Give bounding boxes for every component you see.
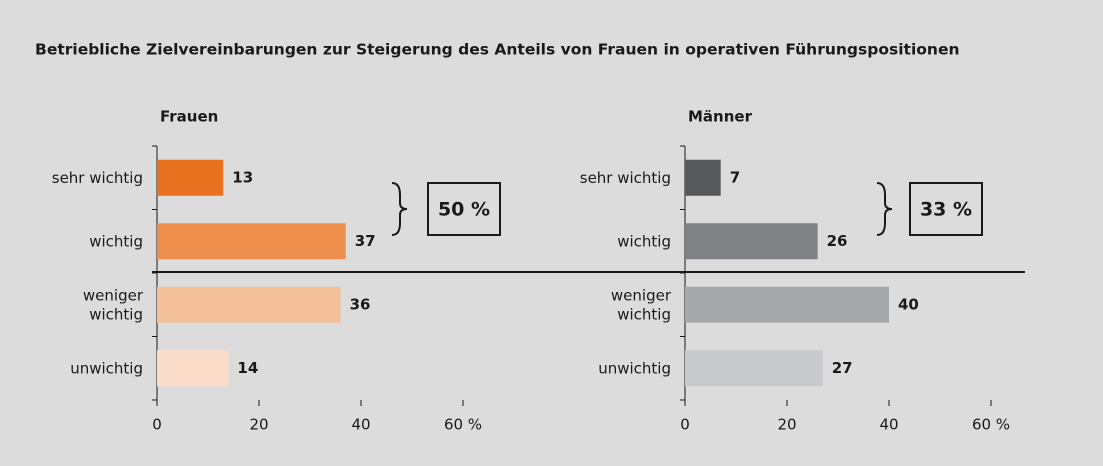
brace — [391, 182, 408, 236]
x-tick-label: 0 — [680, 416, 690, 434]
data-label: 36 — [350, 295, 371, 313]
bar — [685, 350, 823, 387]
y-tick-label-line: sehr wichtig — [52, 168, 143, 186]
chart-title: Betriebliche Zielvereinbarungen zur Stei… — [35, 41, 960, 59]
bar — [685, 223, 818, 260]
y-tick-label-line: weniger — [611, 286, 672, 304]
x-tick-label: 20 — [777, 416, 796, 434]
x-tick-label: 60 % — [444, 416, 482, 434]
y-tick-label: wichtig — [89, 232, 143, 250]
bar — [685, 286, 889, 323]
y-tick-label: sehr wichtig — [580, 168, 671, 186]
data-label: 26 — [827, 232, 848, 250]
data-label: 13 — [232, 168, 253, 186]
brace — [876, 182, 893, 236]
bar — [685, 159, 721, 196]
data-label: 14 — [237, 359, 258, 377]
annotation: 33 % — [920, 199, 972, 221]
data-label: 37 — [355, 232, 376, 250]
y-tick-label-line: wichtig — [89, 232, 143, 250]
x-tick-label: 20 — [249, 416, 268, 434]
y-tick-label: unwichtig — [598, 359, 671, 377]
annotation-box — [909, 182, 983, 236]
panel-title: Frauen — [160, 108, 218, 126]
annotation-box — [427, 182, 501, 236]
y-tick-label: wichtig — [617, 232, 671, 250]
y-tick-label-line: wichtig — [617, 305, 671, 323]
panel-title: Männer — [688, 108, 753, 126]
y-tick-label: unwichtig — [70, 359, 143, 377]
x-tick-label: 40 — [879, 416, 898, 434]
y-tick-label: sehr wichtig — [52, 168, 143, 186]
data-label: 7 — [730, 168, 740, 186]
y-tick-label: weniger wichtig — [611, 286, 672, 323]
annotation: 50 % — [438, 199, 490, 221]
y-tick-label-line: sehr wichtig — [580, 168, 671, 186]
bar — [157, 159, 224, 196]
x-tick-label: 60 % — [972, 416, 1010, 434]
y-tick-label-line: wichtig — [617, 232, 671, 250]
x-tick-label: 40 — [351, 416, 370, 434]
data-label: 40 — [898, 295, 919, 313]
x-tick-label: 0 — [152, 416, 162, 434]
data-label: 27 — [832, 359, 853, 377]
y-tick-label-line: weniger — [83, 286, 144, 304]
y-tick-label-line: unwichtig — [70, 359, 143, 377]
bar — [157, 223, 346, 260]
y-tick-label-line: unwichtig — [598, 359, 671, 377]
bar — [157, 286, 341, 323]
y-tick-label-line: wichtig — [89, 305, 143, 323]
bar — [157, 350, 229, 387]
y-tick-label: weniger wichtig — [83, 286, 144, 323]
